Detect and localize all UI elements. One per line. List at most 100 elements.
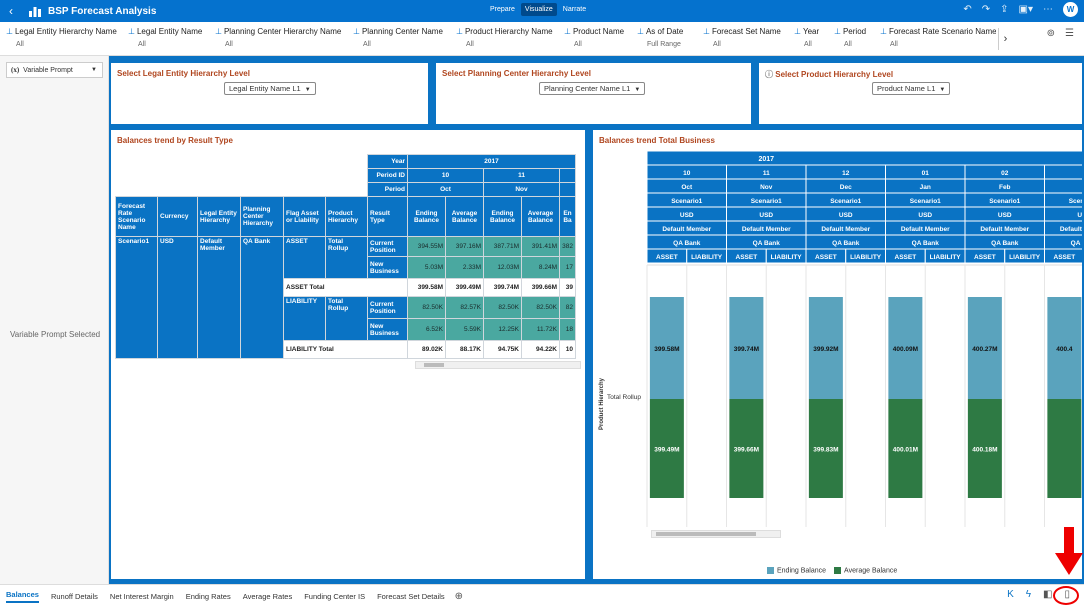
period-name-partial: [559, 182, 576, 197]
value-cell: 387.71M: [483, 236, 522, 257]
chart-title: Balances trend Total Business: [599, 136, 715, 145]
save-icon[interactable]: ▣▾: [1018, 4, 1033, 15]
column-header-label: USD: [1077, 212, 1082, 219]
bar-ending-balance[interactable]: [967, 297, 1002, 399]
column-header-label: USD: [759, 212, 773, 219]
measure-header: Ending Balance: [407, 196, 446, 237]
filter-label: Planning Center Hierarchy Name: [223, 27, 342, 36]
scrollbar-thumb[interactable]: [424, 363, 444, 367]
legal-entity-level-select[interactable]: Legal Entity Name L1 ▼: [224, 82, 316, 95]
filter-settings-icon[interactable]: ⊚: [1046, 28, 1056, 39]
column-header-label: Nov: [760, 184, 773, 191]
variable-prompt-dropdown[interactable]: (x) Variable Prompt ▼: [6, 62, 103, 78]
product-level-select[interactable]: Product Name L1 ▼: [872, 82, 951, 95]
bar-average-balance[interactable]: [649, 399, 684, 498]
bar-ending-balance[interactable]: [649, 297, 684, 399]
filter-forecast-rate-scenario[interactable]: ⊥ Forecast Rate Scenario Name All: [880, 27, 996, 48]
legend-label: Ending Balance: [777, 567, 827, 575]
filter-period[interactable]: ⊥ Period All: [834, 27, 866, 48]
bottom-tab-bar: Balances Runoff Details Net Interest Mar…: [0, 584, 1084, 607]
explain-icon[interactable]: K: [1007, 589, 1014, 600]
filter-label: Product Hierarchy Name: [464, 27, 553, 36]
value-cell: 11.72K: [521, 318, 560, 341]
mode-narrate[interactable]: Narrate: [562, 6, 587, 13]
column-header-label: Scenario1: [989, 198, 1020, 205]
chevron-down-icon: ▼: [91, 67, 97, 73]
tab-forecast-set-details[interactable]: Forecast Set Details: [377, 591, 445, 601]
total-cell: 88.17K: [445, 340, 484, 359]
undo-icon[interactable]: ↶: [963, 4, 972, 15]
column-header-cell: [1044, 206, 1082, 222]
bar-ending-balance[interactable]: [729, 297, 764, 399]
tab-funding-center-is[interactable]: Funding Center IS: [304, 591, 366, 601]
bar-label-average: 400.18M: [972, 447, 997, 454]
filter-as-of-date[interactable]: ⊥ As of Date Full Range: [637, 27, 683, 48]
filter-label: Forecast Rate Scenario Name: [888, 27, 996, 36]
bar-ending-balance[interactable]: [888, 297, 923, 399]
prompt-title: Select Planning Center Hierarchy Level: [442, 69, 591, 78]
filter-year[interactable]: ⊥ Year All: [794, 27, 819, 48]
scrollbar-thumb[interactable]: [656, 532, 756, 536]
tab-net-interest-margin[interactable]: Net Interest Margin: [109, 591, 174, 601]
more-menu-icon[interactable]: ⋯: [1043, 4, 1053, 15]
bar-average-balance[interactable]: [1047, 399, 1082, 498]
prompt-title: Select Legal Entity Hierarchy Level: [117, 69, 250, 78]
filter-legal-entity-name[interactable]: ⊥ Legal Entity Name All: [128, 27, 202, 48]
filter-planning-center-name[interactable]: ⊥ Planning Center Name All: [353, 27, 443, 48]
pin-icon: ⊥: [637, 27, 644, 36]
add-tab-icon[interactable]: ⊕: [454, 590, 464, 602]
canvas: Select Legal Entity Hierarchy Level Lega…: [109, 56, 1084, 584]
column-header-label: 12: [842, 170, 850, 177]
mode-visualize[interactable]: Visualize: [520, 3, 557, 16]
filter-forecast-set-name[interactable]: ⊥ Forecast Set Name All: [703, 27, 781, 48]
chevron-right-icon[interactable]: ›: [998, 28, 1012, 50]
tab-balances[interactable]: Balances: [6, 590, 39, 603]
value-cell: 2.33M: [445, 256, 484, 279]
back-icon[interactable]: ‹: [9, 4, 13, 18]
filter-planning-center-hierarchy[interactable]: ⊥ Planning Center Hierarchy Name All: [215, 27, 341, 48]
bar-average-balance[interactable]: [808, 399, 843, 498]
total-cell: 399.66M: [521, 278, 560, 297]
bar-ending-balance[interactable]: [1047, 297, 1082, 399]
bar-average-balance[interactable]: [729, 399, 764, 498]
column-header-label: Scenario1: [830, 198, 861, 205]
value-cell: 18: [559, 318, 576, 341]
total-cell: 399.74M: [483, 278, 522, 297]
help-icon[interactable]: ⓘ: [765, 70, 776, 79]
filter-value: All: [574, 41, 582, 48]
filter-product-hierarchy[interactable]: ⊥ Product Hierarchy Name All: [456, 27, 553, 48]
prompt-panel-legal-entity: Select Legal Entity Hierarchy Level Lega…: [111, 63, 428, 124]
total-cell: 39: [559, 278, 576, 297]
liability-flag-cell: LIABILITY: [283, 296, 326, 341]
value-cell: 82.50K: [407, 296, 446, 319]
app-title: BSP Forecast Analysis: [48, 5, 157, 17]
user-avatar[interactable]: W: [1063, 2, 1078, 17]
flag-header-label: ASSET: [974, 254, 996, 261]
bar-average-balance[interactable]: [967, 399, 1002, 498]
bar-ending-balance[interactable]: [808, 297, 843, 399]
export-icon[interactable]: ⇪: [1000, 4, 1009, 15]
legend-item-average[interactable]: Average Balance: [834, 567, 897, 574]
pivot-table: Year 2017 Period ID 10 11 Period Oct Nov…: [115, 154, 576, 359]
bar-label-ending: 399.58M: [654, 346, 679, 353]
tab-ending-rates[interactable]: Ending Rates: [185, 591, 231, 601]
filter-product-name[interactable]: ⊥ Product Name All: [564, 27, 624, 48]
insights-icon[interactable]: ϟ: [1025, 589, 1032, 600]
pivot-scrollbar[interactable]: [415, 361, 581, 369]
bar-average-balance[interactable]: [888, 399, 923, 498]
filter-value: All: [138, 41, 146, 48]
chart-scrollbar[interactable]: [651, 530, 781, 538]
column-header-label: Scenario1: [751, 198, 782, 205]
legend-item-ending[interactable]: Ending Balance: [767, 567, 826, 574]
tab-runoff-details[interactable]: Runoff Details: [50, 591, 98, 601]
filter-menu-icon[interactable]: ☰: [1065, 28, 1074, 39]
tab-average-rates[interactable]: Average Rates: [242, 591, 293, 601]
planning-center-level-select[interactable]: Planning Center Name L1 ▼: [539, 82, 646, 95]
column-header-label: Jan: [920, 184, 931, 191]
redo-icon[interactable]: ↷: [981, 4, 991, 15]
split-view-icon[interactable]: ◧: [1043, 589, 1053, 600]
filter-label: Period: [842, 27, 867, 36]
filter-legal-entity-hierarchy[interactable]: ⊥ Legal Entity Hierarchy Name All: [6, 27, 117, 48]
mode-prepare[interactable]: Prepare: [490, 6, 515, 13]
filter-value: All: [16, 41, 24, 48]
